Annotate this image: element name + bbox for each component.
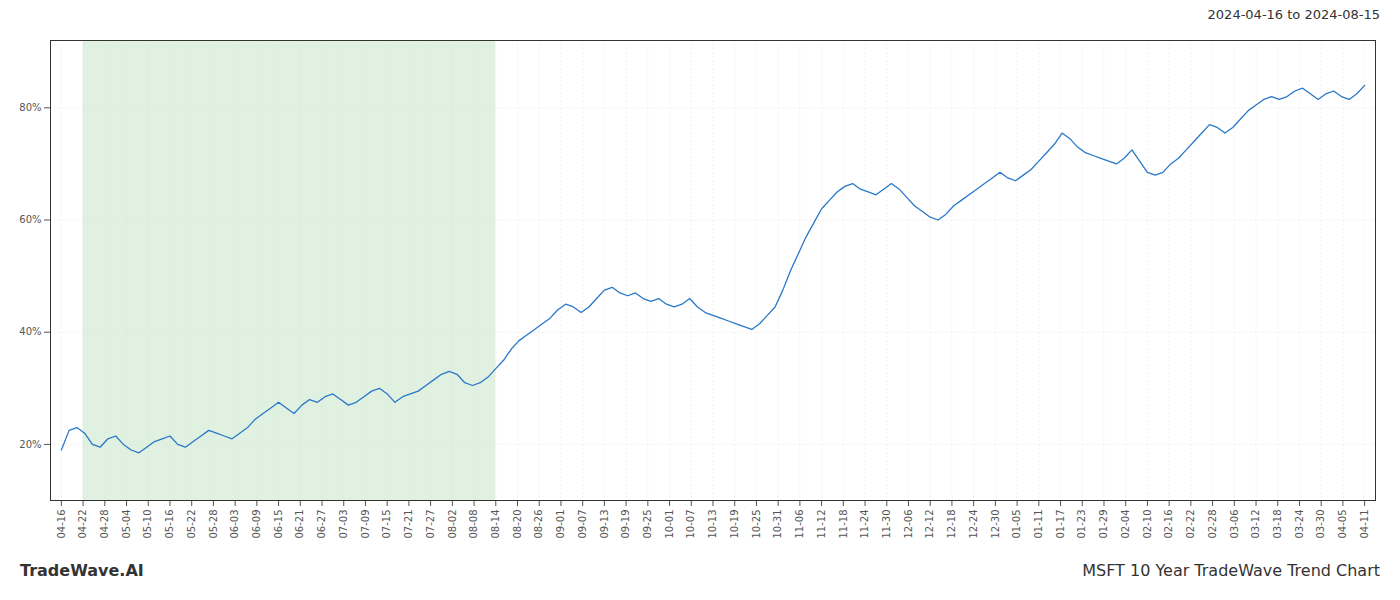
svg-text:20%: 20% xyxy=(19,439,41,450)
svg-text:03-24: 03-24 xyxy=(1294,510,1305,539)
svg-text:05-22: 05-22 xyxy=(186,510,197,539)
svg-text:01-17: 01-17 xyxy=(1055,510,1066,539)
svg-text:07-15: 07-15 xyxy=(381,510,392,539)
svg-text:12-12: 12-12 xyxy=(924,510,935,539)
svg-text:06-09: 06-09 xyxy=(251,510,262,539)
svg-text:09-25: 09-25 xyxy=(642,510,653,539)
svg-text:02-22: 02-22 xyxy=(1185,510,1196,539)
svg-text:40%: 40% xyxy=(19,326,41,337)
svg-text:07-03: 07-03 xyxy=(338,510,349,539)
svg-text:08-02: 08-02 xyxy=(447,510,458,539)
svg-text:80%: 80% xyxy=(19,102,41,113)
svg-text:11-30: 11-30 xyxy=(881,510,892,539)
svg-text:10-01: 10-01 xyxy=(664,510,675,539)
svg-text:12-06: 12-06 xyxy=(903,510,914,539)
svg-text:03-30: 03-30 xyxy=(1315,510,1326,539)
svg-text:11-24: 11-24 xyxy=(859,510,870,539)
svg-text:08-20: 08-20 xyxy=(512,510,523,539)
svg-text:03-06: 03-06 xyxy=(1229,510,1240,539)
html-text:MSFT 10 Year TradeWave Trend C: MSFT 10 Year TradeWave Trend Chart xyxy=(1082,560,1380,580)
svg-text:08-14: 08-14 xyxy=(490,510,501,539)
svg-text:06-21: 06-21 xyxy=(294,510,305,539)
svg-text:12-24: 12-24 xyxy=(968,510,979,539)
svg-text:06-27: 06-27 xyxy=(316,510,327,539)
svg-text:04-11: 04-11 xyxy=(1359,510,1370,539)
svg-text:01-23: 01-23 xyxy=(1076,510,1087,539)
svg-text:03-18: 03-18 xyxy=(1272,510,1283,539)
svg-text:12-18: 12-18 xyxy=(946,510,957,539)
svg-text:08-26: 08-26 xyxy=(533,510,544,539)
svg-text:01-05: 01-05 xyxy=(1011,510,1022,539)
svg-text:11-18: 11-18 xyxy=(838,510,849,539)
html-text:2024-04-16 to 2024-08-15: 2024-04-16 to 2024-08-15 xyxy=(1207,6,1380,22)
svg-text:10-07: 10-07 xyxy=(685,510,696,539)
svg-text:09-13: 09-13 xyxy=(599,510,610,539)
svg-text:06-03: 06-03 xyxy=(229,510,240,539)
svg-text:02-10: 02-10 xyxy=(1142,510,1153,539)
svg-text:08-08: 08-08 xyxy=(468,510,479,539)
svg-text:01-11: 01-11 xyxy=(1033,510,1044,539)
svg-text:02-16: 02-16 xyxy=(1163,510,1174,539)
svg-text:09-01: 09-01 xyxy=(555,510,566,539)
svg-text:05-10: 05-10 xyxy=(142,510,153,539)
html-text:TradeWave.AI: TradeWave.AI xyxy=(20,560,144,580)
svg-text:04-22: 04-22 xyxy=(77,510,88,539)
svg-text:07-21: 07-21 xyxy=(403,510,414,539)
svg-text:02-28: 02-28 xyxy=(1207,510,1218,539)
svg-text:10-19: 10-19 xyxy=(729,510,740,539)
svg-text:10-13: 10-13 xyxy=(707,510,718,539)
svg-text:07-27: 07-27 xyxy=(425,510,436,539)
svg-text:05-16: 05-16 xyxy=(164,510,175,539)
svg-text:04-16: 04-16 xyxy=(56,510,67,539)
svg-text:01-29: 01-29 xyxy=(1098,510,1109,539)
svg-text:06-15: 06-15 xyxy=(273,510,284,539)
svg-text:07-09: 07-09 xyxy=(360,510,371,539)
svg-text:02-04: 02-04 xyxy=(1120,510,1131,539)
svg-text:05-04: 05-04 xyxy=(121,510,132,539)
svg-text:10-31: 10-31 xyxy=(772,510,783,539)
svg-text:05-28: 05-28 xyxy=(208,510,219,539)
svg-text:09-19: 09-19 xyxy=(620,510,631,539)
svg-text:12-30: 12-30 xyxy=(990,510,1001,539)
svg-text:03-12: 03-12 xyxy=(1250,510,1261,539)
svg-text:11-12: 11-12 xyxy=(816,510,827,539)
svg-text:11-06: 11-06 xyxy=(794,510,805,539)
svg-text:04-28: 04-28 xyxy=(99,510,110,539)
svg-text:04-05: 04-05 xyxy=(1337,510,1348,539)
svg-text:09-07: 09-07 xyxy=(577,510,588,539)
svg-text:60%: 60% xyxy=(19,214,41,225)
svg-text:10-25: 10-25 xyxy=(751,510,762,539)
